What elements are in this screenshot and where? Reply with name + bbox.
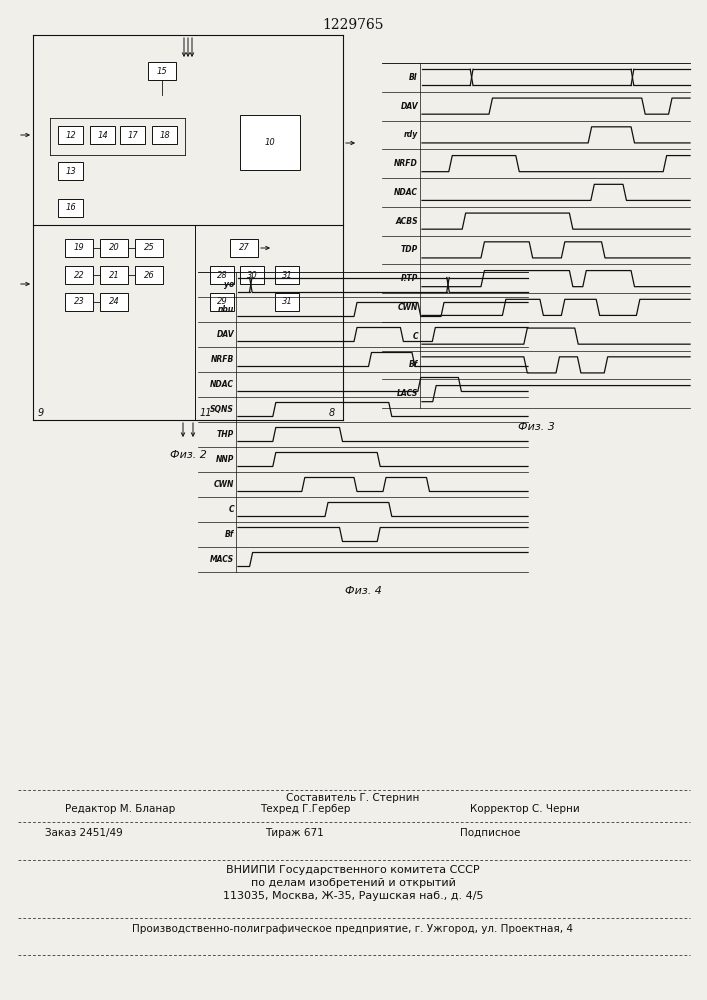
Text: Заказ 2451/49: Заказ 2451/49 <box>45 828 123 838</box>
Bar <box>152 126 177 144</box>
Bar <box>210 293 234 311</box>
Text: 14: 14 <box>97 130 108 139</box>
Text: 18: 18 <box>159 130 170 139</box>
Text: NNP: NNP <box>216 455 234 464</box>
Bar <box>65 266 93 284</box>
Text: yo: yo <box>223 280 234 289</box>
Text: 31: 31 <box>281 298 293 306</box>
Text: 17: 17 <box>127 130 138 139</box>
Text: 13: 13 <box>65 166 76 176</box>
Bar <box>240 266 264 284</box>
Text: 15: 15 <box>157 66 168 76</box>
Text: 8: 8 <box>329 408 335 418</box>
Text: NRFB: NRFB <box>211 355 234 364</box>
Text: CWN: CWN <box>214 480 234 489</box>
Bar <box>58 162 83 180</box>
Text: 19: 19 <box>74 243 84 252</box>
Text: P.TP: P.TP <box>401 274 418 283</box>
Text: ВНИИПИ Государственного комитета СССР: ВНИИПИ Государственного комитета СССР <box>226 865 480 875</box>
Text: 29: 29 <box>216 298 228 306</box>
Bar <box>210 266 234 284</box>
Text: Физ. 2: Физ. 2 <box>170 450 206 460</box>
Text: 1229765: 1229765 <box>322 18 384 32</box>
Text: nbu: nbu <box>218 305 234 314</box>
Text: 25: 25 <box>144 243 154 252</box>
Bar <box>100 239 128 257</box>
Text: 24: 24 <box>109 298 119 306</box>
Text: LACS: LACS <box>397 389 418 398</box>
Bar <box>100 266 128 284</box>
Bar <box>240 115 300 170</box>
Text: 27: 27 <box>239 243 250 252</box>
Text: 113035, Москва, Ж-35, Раушская наб., д. 4/5: 113035, Москва, Ж-35, Раушская наб., д. … <box>223 891 484 901</box>
Bar <box>90 126 115 144</box>
Text: Bf: Bf <box>409 360 418 369</box>
Bar <box>135 266 163 284</box>
Text: 23: 23 <box>74 298 84 306</box>
Text: 21: 21 <box>109 270 119 279</box>
Text: MACS: MACS <box>210 555 234 564</box>
Text: rdy: rdy <box>404 130 418 139</box>
Text: 12: 12 <box>65 130 76 139</box>
Bar <box>65 239 93 257</box>
Text: 26: 26 <box>144 270 154 279</box>
Bar <box>148 62 176 80</box>
Text: ACBS: ACBS <box>395 217 418 226</box>
Text: Подписное: Подписное <box>460 828 520 838</box>
Text: 20: 20 <box>109 243 119 252</box>
Text: 9: 9 <box>38 408 45 418</box>
Bar <box>65 293 93 311</box>
Text: C: C <box>228 505 234 514</box>
Text: Физ. 3: Физ. 3 <box>518 422 554 432</box>
Text: CWN: CWN <box>397 303 418 312</box>
Text: 16: 16 <box>65 204 76 213</box>
Text: TDP: TDP <box>401 245 418 254</box>
Text: THP: THP <box>217 430 234 439</box>
Text: NDAC: NDAC <box>210 380 234 389</box>
Text: C: C <box>412 332 418 341</box>
Text: Тираж 671: Тираж 671 <box>265 828 324 838</box>
Text: 11: 11 <box>200 408 213 418</box>
Bar <box>58 126 83 144</box>
Text: 10: 10 <box>264 138 275 147</box>
Text: 22: 22 <box>74 270 84 279</box>
Text: Производственно-полиграфическое предприятие, г. Ужгород, ул. Проектная, 4: Производственно-полиграфическое предприя… <box>132 924 573 934</box>
Text: 28: 28 <box>216 270 228 279</box>
Bar <box>135 239 163 257</box>
Text: Bf: Bf <box>225 530 234 539</box>
Text: Корректор С. Черни: Корректор С. Черни <box>470 804 580 814</box>
Text: 31: 31 <box>281 270 293 279</box>
Text: Техред Г.Гербер: Техред Г.Гербер <box>260 804 351 814</box>
Text: 30: 30 <box>247 270 257 279</box>
Text: Физ. 4: Физ. 4 <box>344 586 382 596</box>
Bar <box>100 293 128 311</box>
Bar <box>275 293 299 311</box>
Text: DAV: DAV <box>400 102 418 111</box>
Text: NRFD: NRFD <box>394 159 418 168</box>
Text: по делам изобретений и открытий: по делам изобретений и открытий <box>250 878 455 888</box>
Text: NDAC: NDAC <box>394 188 418 197</box>
Text: DAV: DAV <box>216 330 234 339</box>
Bar <box>230 239 258 257</box>
Bar <box>275 266 299 284</box>
Bar <box>120 126 145 144</box>
Text: BI: BI <box>409 73 418 82</box>
Bar <box>58 199 83 217</box>
Text: Редактор М. Бланар: Редактор М. Бланар <box>65 804 175 814</box>
Text: Составитель Г. Стернин: Составитель Г. Стернин <box>286 793 420 803</box>
Text: SQNS: SQNS <box>210 405 234 414</box>
